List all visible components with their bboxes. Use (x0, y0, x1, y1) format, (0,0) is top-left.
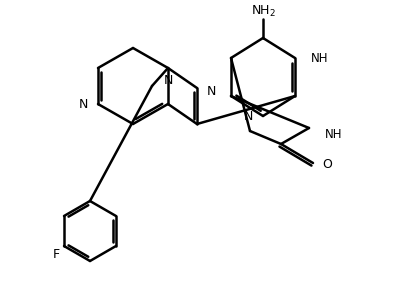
Text: N: N (163, 73, 173, 86)
Text: O: O (322, 157, 332, 170)
Text: F: F (53, 247, 60, 260)
Text: NH: NH (325, 128, 343, 141)
Text: N: N (207, 84, 217, 97)
Text: NH: NH (311, 52, 328, 65)
Text: N: N (244, 110, 253, 123)
Text: N: N (79, 97, 88, 110)
Text: NH$_2$: NH$_2$ (250, 4, 275, 19)
